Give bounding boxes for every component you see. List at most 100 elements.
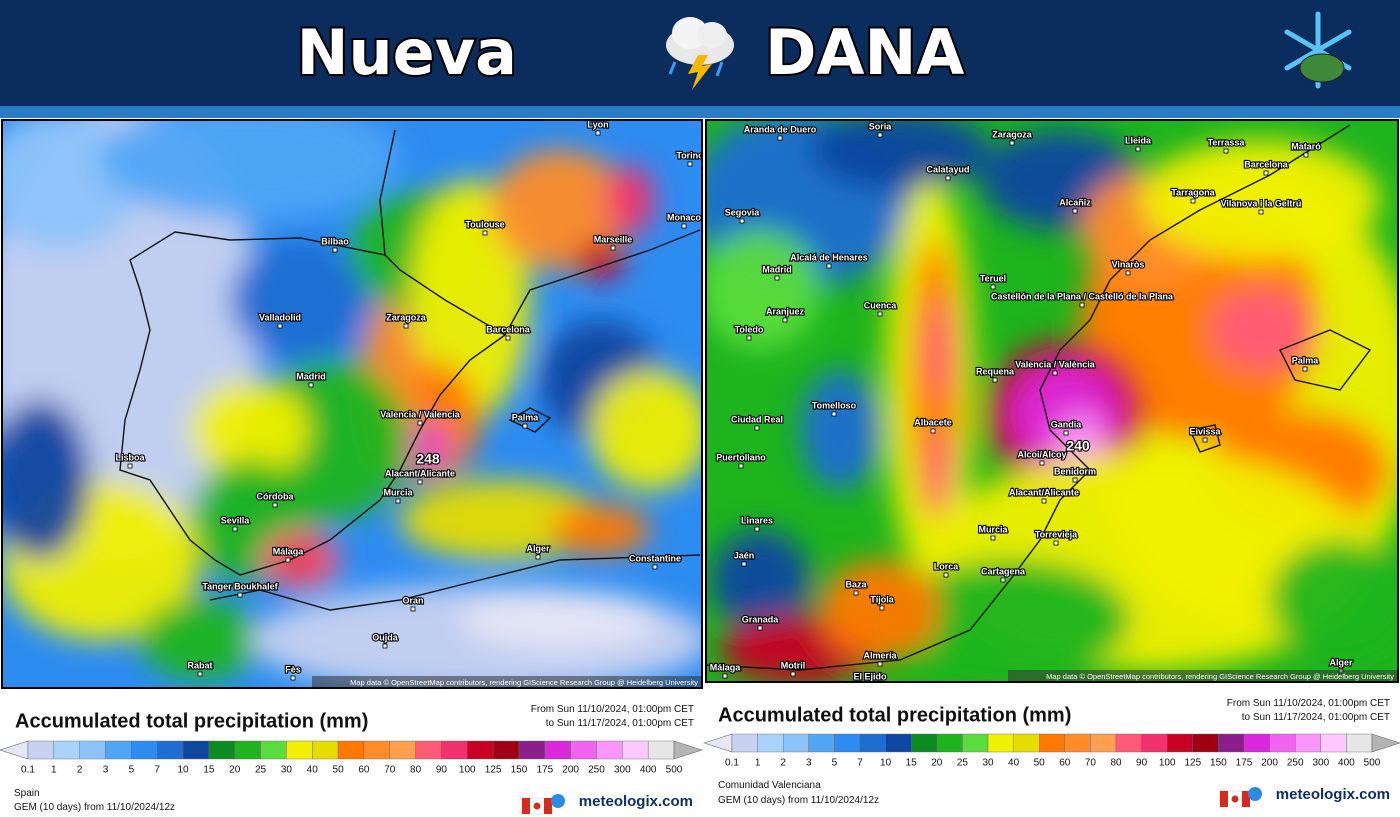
colorbar-label: 250 <box>1287 758 1304 769</box>
colorbar-label: 70 <box>1085 758 1097 769</box>
precip-area <box>1055 415 1105 465</box>
city-dot <box>1302 366 1308 372</box>
city-label: Oran <box>402 595 423 605</box>
city-label: Toledo <box>735 324 764 334</box>
colorbar-segment <box>570 740 597 760</box>
colorbar-segment <box>79 740 106 760</box>
colorbar-segment <box>363 740 390 760</box>
colorbar-label: 15 <box>906 758 918 769</box>
precip-area <box>710 530 810 630</box>
city-label: Mataró <box>1291 141 1321 151</box>
city-label: Valladolid <box>259 312 301 322</box>
city-dot <box>127 463 133 469</box>
coastline <box>119 129 701 611</box>
colorbar-segment <box>783 733 810 753</box>
colorbar-arrow <box>673 740 703 760</box>
city-dot <box>610 245 616 251</box>
colorbar-segment <box>286 740 313 760</box>
city-label: Alcalá de Henares <box>790 252 868 262</box>
precip-area <box>140 600 260 680</box>
city-dot <box>595 130 601 136</box>
city-label: Málaga <box>273 546 305 556</box>
city-dot <box>877 661 883 667</box>
city-dot <box>290 675 296 681</box>
precip-area <box>928 430 952 510</box>
city-dot <box>879 605 885 611</box>
map-panel: Lyon Torino Monaco Toulouse Marseille Bilbao V… <box>0 119 703 815</box>
city-dot <box>739 218 745 224</box>
city-label: Vilanova i la Geltrú <box>1221 198 1302 208</box>
city-dot <box>853 590 859 596</box>
colorbar-label: 3 <box>103 765 109 776</box>
colorbar-segment <box>518 740 546 760</box>
colorbar-label: 50 <box>1034 758 1046 769</box>
city-dot <box>774 275 780 281</box>
city-dot <box>930 428 936 434</box>
precip-area <box>800 370 880 490</box>
colorbar-label: 1 <box>51 765 57 776</box>
city-dot <box>943 572 949 578</box>
map: Aranda de Duero Soria Zaragoza Lleida Terras… <box>706 120 1398 682</box>
map-panel: Aranda de Duero Soria Zaragoza Lleida Terras… <box>703 119 1400 808</box>
city-dot <box>522 423 528 429</box>
city-label: Marseille <box>594 234 633 244</box>
colorbar-label: 500 <box>1364 758 1381 769</box>
map: Lyon Torino Monaco Toulouse Marseille Bilbao V… <box>2 120 702 688</box>
city-label: Valencia / València <box>1015 359 1096 369</box>
precip-area <box>706 230 820 350</box>
attribution: Map data © OpenStreetMap contributors, r… <box>350 678 698 687</box>
city-dot <box>1223 148 1229 154</box>
colorbar-segment <box>544 740 571 760</box>
city-dot <box>1063 430 1069 436</box>
city-label: Sevilla <box>221 515 251 525</box>
city-dot <box>403 323 409 329</box>
precip-area <box>460 590 660 650</box>
colorbar-label: 60 <box>1059 758 1071 769</box>
city-dot <box>754 526 760 532</box>
attribution-bg <box>312 676 702 688</box>
city-label: Murcia <box>383 487 413 497</box>
colorbar-label: 5 <box>832 758 838 769</box>
city-dot <box>1053 540 1059 546</box>
city-dot <box>237 592 243 598</box>
city-dot <box>741 561 747 567</box>
colorbar-label: 2 <box>77 765 83 776</box>
precip-area <box>190 380 310 480</box>
precipitation-field <box>2 120 702 688</box>
city-dot <box>990 535 996 541</box>
date-to: to Sun 11/17/2024, 01:00pm CET <box>1242 712 1390 723</box>
city-dot <box>777 135 783 141</box>
colorbar-segment <box>1064 733 1091 753</box>
city-dot <box>746 335 752 341</box>
colorbar-segment <box>105 740 132 760</box>
colorbar-label: 300 <box>1312 758 1329 769</box>
city-dot <box>308 382 314 388</box>
city-label: Requena <box>976 366 1015 376</box>
legend-title: Accumulated total precipitation (mm) <box>15 710 368 732</box>
region: Spain <box>14 788 40 799</box>
city-label: Tomelloso <box>812 400 857 410</box>
city-dot <box>790 671 796 677</box>
city-label: Aranjuez <box>766 306 805 316</box>
colorbar-label: 25 <box>957 758 969 769</box>
colorbar-segment <box>131 740 158 760</box>
colorbar-segment <box>596 740 623 760</box>
precip-area <box>1140 140 1380 260</box>
flag-band <box>522 798 530 814</box>
colorbar-segment <box>622 740 649 760</box>
city-label: Fès <box>285 664 301 674</box>
colorbar-label: 150 <box>1210 758 1227 769</box>
city-label: Valencia / Valencia <box>380 409 461 419</box>
city-dot <box>877 311 883 317</box>
city-label: Alger <box>1329 657 1353 667</box>
header-stripe <box>0 106 1400 118</box>
peak-label: 248 <box>416 451 440 467</box>
panels: Lyon Torino Monaco Toulouse Marseille Bilbao V… <box>0 119 1400 815</box>
colorbar-segment <box>885 733 912 753</box>
colorbar-label: 30 <box>281 765 293 776</box>
city-label: Terrassa <box>1208 137 1246 147</box>
colorbar-label: 90 <box>1136 758 1148 769</box>
city-dot <box>1072 477 1078 483</box>
colorbar-label: 40 <box>1008 758 1020 769</box>
